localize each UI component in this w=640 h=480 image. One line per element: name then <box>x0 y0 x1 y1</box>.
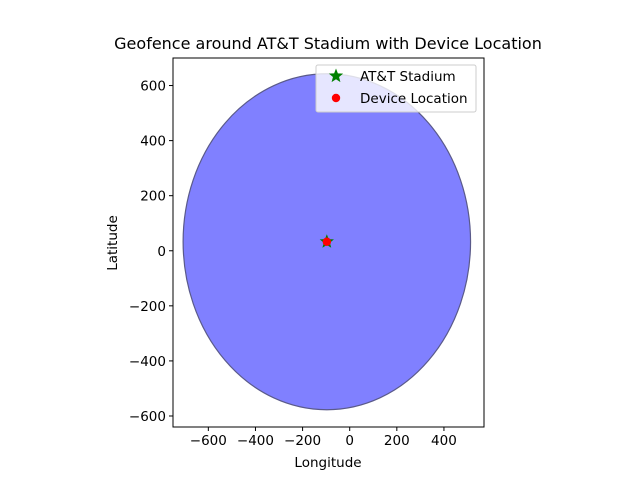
legend-item: AT&T Stadium <box>328 68 456 85</box>
x-tick-label: 400 <box>431 433 457 449</box>
y-tick-label: −600 <box>129 409 166 425</box>
x-tick-label: −600 <box>190 433 227 449</box>
x-tick-label: −400 <box>237 433 274 449</box>
data-markers <box>319 234 334 248</box>
x-tick-label: 200 <box>384 433 410 449</box>
x-tick-label: 0 <box>345 433 354 449</box>
x-axis-label: Longitude <box>294 455 361 471</box>
legend-dot-icon <box>331 93 341 103</box>
legend: AT&T Stadium Device Location <box>315 64 477 113</box>
legend-star-icon <box>328 68 344 83</box>
device-marker <box>322 237 332 246</box>
legend-item: Device Location <box>331 91 468 107</box>
y-axis-ticks: −600 −400 −200 0 200 400 600 <box>129 79 173 425</box>
chart-title: Geofence around AT&T Stadium with Device… <box>114 34 542 53</box>
y-tick-label: 0 <box>157 244 166 260</box>
y-tick-label: −400 <box>129 354 166 370</box>
x-axis-ticks: −600 −400 −200 0 200 400 <box>190 427 457 449</box>
legend-label: AT&T Stadium <box>360 69 456 85</box>
y-tick-label: 200 <box>140 189 166 205</box>
y-tick-label: 400 <box>140 134 166 150</box>
legend-box <box>315 64 477 113</box>
y-tick-label: −200 <box>129 299 166 315</box>
y-axis-label: Latitude <box>105 215 121 271</box>
legend-label: Device Location <box>360 91 468 107</box>
y-tick-label: 600 <box>140 79 166 95</box>
axes-frame <box>172 57 485 428</box>
plot-area <box>172 57 485 428</box>
x-tick-label: −200 <box>284 433 321 449</box>
